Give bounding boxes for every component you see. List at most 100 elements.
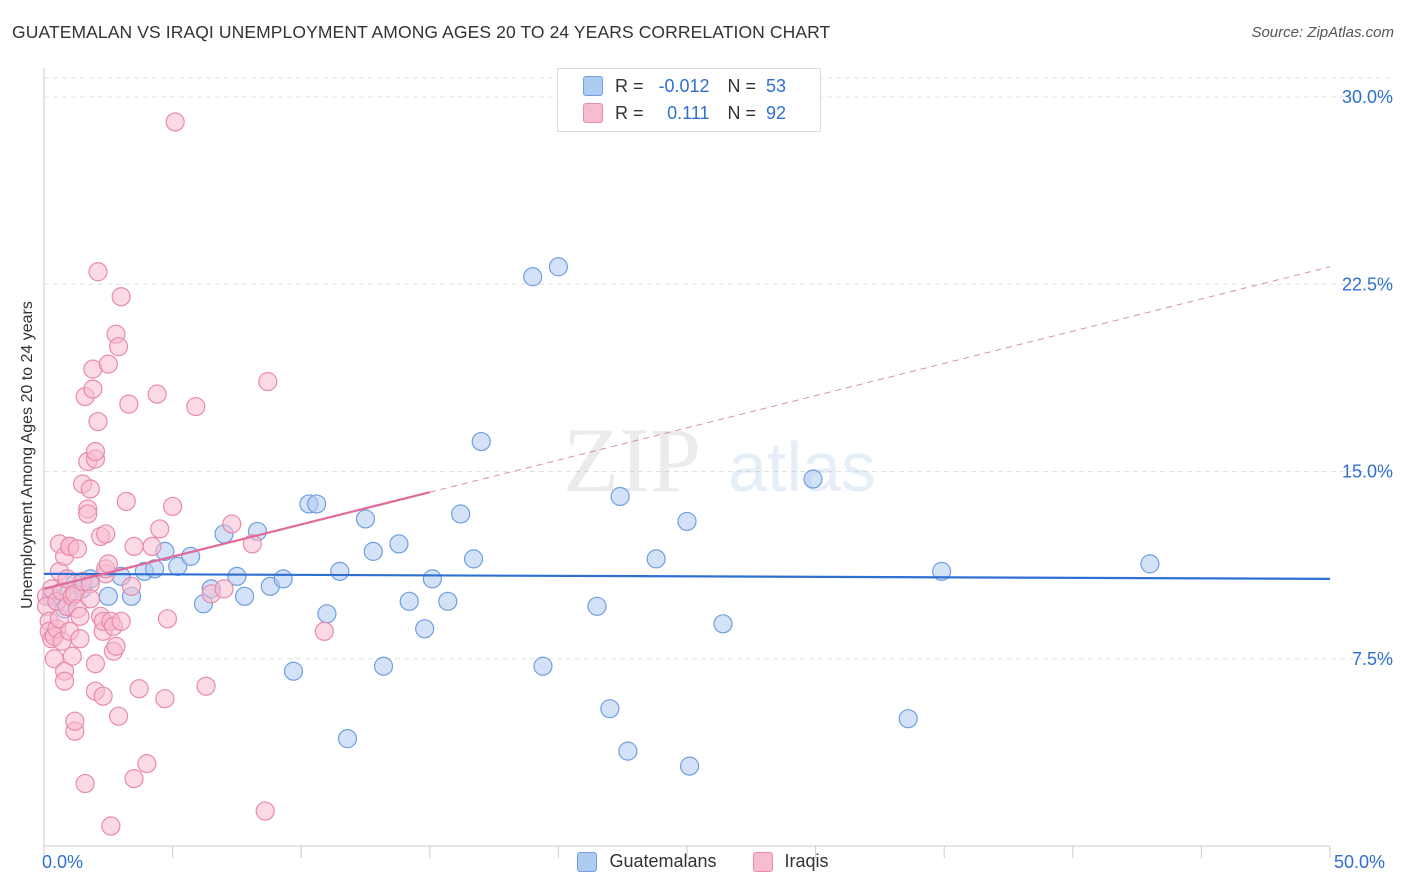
data-point <box>108 337 129 357</box>
data-point <box>932 561 952 581</box>
series-swatch-blue <box>577 851 598 872</box>
data-point <box>137 754 157 774</box>
data-point <box>258 372 278 392</box>
data-point <box>54 671 75 691</box>
data-point <box>142 536 162 557</box>
data-point <box>803 469 823 489</box>
data-point <box>98 354 118 374</box>
data-point <box>463 549 484 569</box>
legend-r-label: R = <box>615 75 644 96</box>
legend-r-value: -0.012 <box>658 75 710 96</box>
data-point <box>147 384 167 404</box>
guatemalans-points <box>42 257 1160 776</box>
watermark-zip: ZIP <box>563 409 701 511</box>
data-point <box>422 569 442 589</box>
legend-n-value: 92 <box>766 102 787 123</box>
data-point <box>548 257 569 277</box>
data-point <box>116 491 136 512</box>
y-tick-labels: 7.5% 15.0% 22.5% 30.0% <box>1342 87 1393 669</box>
iraqis-points <box>36 112 334 836</box>
series-legend-guatemalans[interactable]: Guatemalans <box>577 851 717 872</box>
data-point <box>363 541 383 561</box>
series-swatch-pink <box>752 851 773 872</box>
correlation-legend: R = -0.012 N = 53 R = 0.111 N = 92 <box>557 68 821 132</box>
y-tick-label: 30.0% <box>1342 87 1393 107</box>
data-point <box>186 396 206 417</box>
data-point <box>471 431 491 452</box>
data-point <box>283 661 304 681</box>
data-point <box>373 656 394 676</box>
y-axis-label: Unemployment Among Ages 20 to 24 years <box>19 301 36 609</box>
data-point <box>355 509 376 529</box>
data-point <box>88 262 108 282</box>
data-point <box>70 606 90 626</box>
data-point <box>62 646 82 666</box>
data-point <box>679 756 700 776</box>
trend-lines <box>43 266 1331 590</box>
data-point <box>121 576 142 596</box>
data-point <box>80 589 100 609</box>
guatemalans-trend-line <box>43 572 1331 580</box>
data-point <box>214 579 234 599</box>
data-point <box>111 611 131 631</box>
data-point <box>255 801 275 821</box>
data-point <box>389 534 409 554</box>
data-point <box>111 287 131 307</box>
data-point <box>222 514 242 534</box>
data-point <box>106 636 126 656</box>
data-point <box>451 504 471 524</box>
x-tick-min: 0.0% <box>42 852 84 872</box>
chart-title: GUATEMALAN VS IRAQI UNEMPLOYMENT AMONG A… <box>12 22 831 42</box>
data-point <box>83 379 103 399</box>
legend-row-iraqis: R = 0.111 N = 92 <box>583 101 786 125</box>
data-point <box>67 539 88 559</box>
data-point <box>646 549 666 569</box>
data-point <box>75 773 95 794</box>
data-point <box>523 267 543 287</box>
data-point <box>317 604 337 624</box>
data-point <box>600 699 620 719</box>
y-tick-label: 15.0% <box>1342 462 1393 482</box>
data-point <box>124 768 144 789</box>
legend-row-guatemalans: R = -0.012 N = 53 <box>583 74 786 98</box>
series-legend: Guatemalans Iraqis <box>0 851 1406 872</box>
legend-n-label: N = <box>727 102 757 123</box>
y-tick-label: 7.5% <box>1352 649 1393 669</box>
data-point <box>610 486 630 507</box>
data-point <box>108 706 129 726</box>
series-legend-label: Guatemalans <box>609 851 717 871</box>
data-point <box>713 614 733 634</box>
data-point <box>438 591 458 611</box>
series-legend-iraqis[interactable]: Iraqis <box>752 851 829 872</box>
data-point <box>101 816 121 836</box>
data-point <box>150 519 170 539</box>
data-point <box>96 524 116 544</box>
data-point <box>227 566 247 586</box>
gridlines <box>44 77 1392 660</box>
data-point <box>314 621 334 641</box>
data-point <box>307 494 327 514</box>
data-point <box>88 411 108 432</box>
source-label: Source: ZipAtlas.com <box>1251 24 1394 41</box>
iraqis-trend-line <box>43 491 431 590</box>
series-legend-label: Iraqis <box>784 851 829 871</box>
data-point <box>157 609 178 629</box>
data-point <box>78 504 98 524</box>
data-point <box>65 711 85 731</box>
legend-swatch-pink <box>583 103 603 123</box>
data-point <box>93 686 113 706</box>
data-point <box>129 679 149 699</box>
data-point <box>235 586 255 606</box>
legend-n-value: 53 <box>766 75 787 96</box>
watermark-atlas: atlas <box>728 428 876 506</box>
data-point <box>80 479 100 499</box>
data-point <box>415 619 435 639</box>
data-point <box>119 394 139 414</box>
data-point <box>242 534 262 554</box>
legend-n-label: N = <box>727 75 757 96</box>
data-point <box>533 656 553 676</box>
data-point <box>155 689 175 709</box>
data-point <box>1140 554 1160 574</box>
data-point <box>587 596 607 616</box>
